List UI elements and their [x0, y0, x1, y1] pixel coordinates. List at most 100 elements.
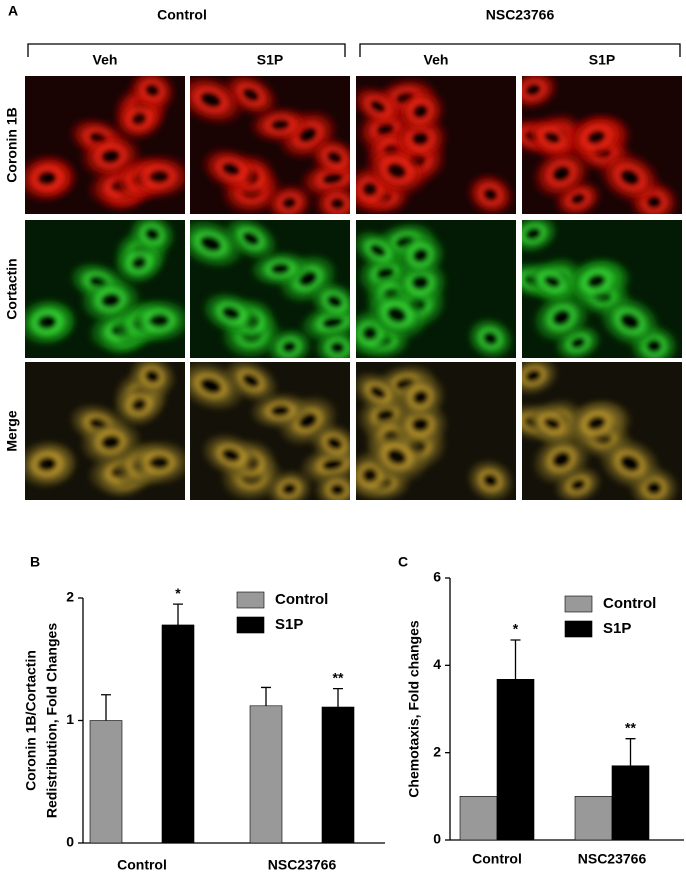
cell [466, 316, 515, 358]
y-tick-label: 0 [433, 831, 441, 847]
cell [313, 184, 350, 214]
cell [364, 287, 430, 342]
cell [265, 183, 314, 214]
cell [364, 143, 430, 198]
column-label: Veh [424, 52, 449, 68]
error-bar [173, 603, 183, 625]
y-tick-label: 6 [433, 569, 441, 585]
cell [522, 220, 560, 255]
cell [565, 257, 627, 306]
cell [522, 76, 560, 111]
legend-label: S1P [603, 620, 631, 637]
cell [394, 373, 447, 422]
column-label: S1P [257, 52, 283, 68]
micrograph [25, 220, 185, 358]
row-label: Coronin 1B [4, 107, 20, 182]
micrograph [356, 362, 516, 500]
column-label: Veh [93, 52, 118, 68]
cell [112, 240, 166, 286]
significance: ** [625, 719, 636, 735]
cell [394, 87, 447, 136]
cell [200, 290, 262, 336]
micrograph [190, 220, 350, 358]
bar [574, 796, 613, 841]
legend-label: Control [603, 595, 656, 612]
legend-label: S1P [275, 616, 303, 633]
cell [25, 153, 79, 204]
cell [531, 291, 592, 344]
cell [298, 301, 350, 344]
y-tick-label: 1 [66, 711, 74, 727]
cell [190, 362, 246, 412]
bracket [359, 43, 681, 57]
error-bar [101, 694, 111, 721]
bar [459, 796, 498, 841]
cell [25, 297, 79, 348]
y-tick-label: 0 [66, 834, 74, 850]
y-tick-label: 2 [66, 589, 74, 605]
cell [598, 436, 662, 491]
cell [25, 439, 79, 490]
legend-swatch [236, 616, 265, 634]
cell [265, 327, 314, 358]
error-bar [510, 639, 521, 680]
cell [125, 153, 185, 200]
group-label: NSC23766 [486, 7, 555, 23]
cell [309, 136, 350, 179]
cell [466, 458, 515, 500]
cell [565, 399, 627, 448]
micrograph [356, 76, 516, 214]
cell [112, 96, 166, 142]
cell [200, 432, 262, 478]
cell [313, 328, 350, 358]
bar [161, 624, 195, 844]
micrograph [522, 362, 682, 500]
cell [313, 470, 350, 500]
panel-label: C [398, 554, 408, 570]
micrograph [25, 362, 185, 500]
bracket [27, 43, 346, 57]
micrograph [356, 220, 516, 358]
cell [309, 280, 350, 323]
cell [364, 429, 430, 484]
cell [531, 433, 592, 486]
cell [598, 150, 662, 205]
y-tick-label: 2 [433, 743, 441, 759]
significance: ** [333, 669, 344, 685]
y-axis-title: Chemotaxis, Fold changes [406, 620, 422, 798]
bar [89, 720, 123, 844]
cell [125, 297, 185, 344]
column-label: S1P [589, 52, 615, 68]
micrograph [190, 76, 350, 214]
cell [356, 371, 405, 414]
group-label: Control [157, 7, 207, 23]
error-bar [625, 738, 636, 766]
row-label: Cortactin [4, 258, 20, 319]
y-axis-title: Coronin 1B/Cortactin [23, 650, 39, 791]
x-tick-label: Control [117, 857, 167, 873]
legend-swatch [564, 620, 593, 638]
y-tick-label: 4 [433, 656, 441, 672]
x-tick-label: NSC23766 [578, 851, 647, 867]
legend-swatch [564, 595, 593, 613]
bar [321, 706, 355, 844]
cell [466, 172, 515, 214]
cell [298, 443, 350, 486]
cell [356, 229, 405, 272]
x-tick-label: Control [472, 851, 522, 867]
cell [200, 146, 262, 192]
cell [265, 469, 314, 500]
legend-label: Control [275, 591, 328, 608]
panel-label: B [30, 554, 40, 570]
significance: * [175, 585, 181, 601]
micrograph [522, 220, 682, 358]
cell [394, 231, 447, 280]
micrograph [522, 76, 682, 214]
cell [524, 402, 580, 445]
x-tick-label: NSC23766 [268, 857, 337, 873]
panel-label: A [8, 3, 18, 19]
cell [190, 76, 246, 126]
micrographs [25, 76, 682, 500]
cell [125, 439, 185, 486]
